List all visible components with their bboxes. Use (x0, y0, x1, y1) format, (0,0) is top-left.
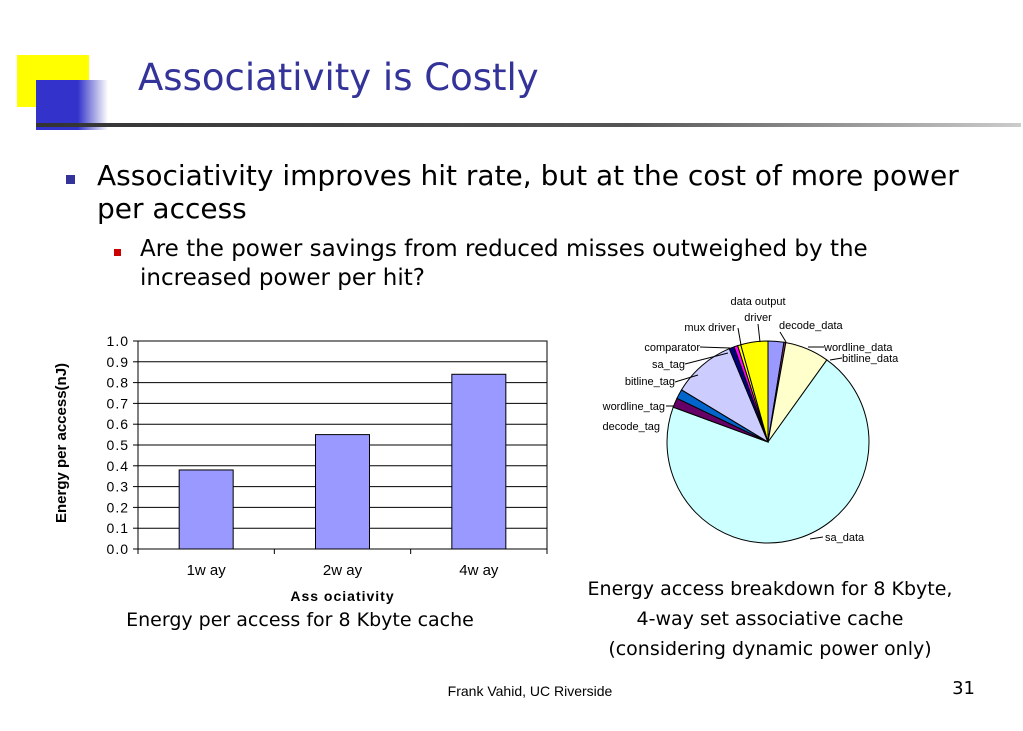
y-tick-label: 0.2 (107, 499, 129, 515)
pie-label: data output (730, 296, 785, 308)
y-tick-label: 0.8 (107, 375, 129, 391)
pie-label: mux driver (684, 322, 736, 334)
bullet-marker-level1 (66, 175, 75, 184)
x-tick-label: 1w ay (187, 562, 227, 579)
y-tick-label: 1.0 (107, 333, 129, 349)
pie-label: wordline_tag (602, 401, 665, 413)
pie-caption-line: 4-way set associative cache (636, 608, 904, 630)
slide-title: Associativity is Costly (138, 56, 539, 99)
pie-label: decode_data (779, 320, 843, 332)
pie-leader-line (779, 331, 787, 343)
bar (178, 469, 234, 550)
y-tick-label: 0.5 (107, 437, 129, 453)
pie-label: comparator (644, 342, 700, 354)
bar-chart: 0.0 0.1 0.2 0.3 0.4 0.5 0.6 0.7 0.8 0.9 1.0 1w ay 2w… (53, 333, 548, 604)
x-tick-label: 2w ay (323, 562, 363, 579)
pie-chart-caption: Energy access breakdown for 8 Kbyte, 4-w… (555, 574, 985, 664)
pie-label: sa_data (825, 532, 865, 544)
bar (451, 373, 507, 550)
pie-leader-line (674, 374, 699, 383)
pie-leader-line (809, 536, 824, 540)
pie-leader-line (699, 346, 731, 349)
x-axis-label: Ass ociativity (290, 588, 394, 604)
pie-leader-line (737, 327, 742, 346)
pie-label: wordline_data (823, 342, 893, 354)
pie-label: driver (744, 312, 772, 324)
decor-blue-square (36, 80, 108, 130)
pie-chart: data output driver mux driver decode_dataco… (602, 296, 900, 544)
pie-caption-line: Energy access breakdown for 8 Kbyte, (587, 578, 953, 600)
pie-label: bitline_data (842, 353, 899, 365)
y-tick-label: 0.7 (107, 395, 129, 411)
x-tick-label: 4w ay (459, 562, 499, 579)
bar (315, 434, 370, 550)
pie-leader-line (684, 352, 729, 365)
bullet-marker-level2 (114, 249, 121, 256)
page-number: 31 (952, 678, 975, 699)
y-tick-label: 0.4 (107, 458, 129, 474)
y-tick-label: 0.3 (107, 479, 129, 495)
plot-frame (137, 340, 548, 550)
pie-leader-line (829, 357, 843, 361)
bar-chart-caption: Energy per access for 8 Kbyte cache (126, 609, 474, 631)
pie-label: decode_tag (603, 421, 661, 433)
bullet-text-level1: Associativity improves hit rate, but at … (97, 159, 959, 225)
y-axis-label: Energy per access(nJ) (53, 363, 70, 523)
pie-leader-line (757, 323, 761, 343)
bullet-text-level2: Are the power savings from reduced misse… (140, 236, 868, 291)
pie-label: bitline_tag (625, 376, 675, 388)
footer-text: Frank Vahid, UC Riverside (447, 683, 613, 699)
y-tick-label: 0.1 (107, 520, 129, 536)
pie-slice (666, 359, 870, 544)
title-divider (36, 123, 1021, 127)
y-tick-label: 0.6 (107, 416, 129, 432)
pie-label: sa_tag (652, 359, 685, 371)
pie-caption-line: (considering dynamic power only) (608, 638, 932, 660)
y-tick-label: 0.0 (107, 541, 129, 557)
y-tick-label: 0.9 (107, 354, 129, 370)
